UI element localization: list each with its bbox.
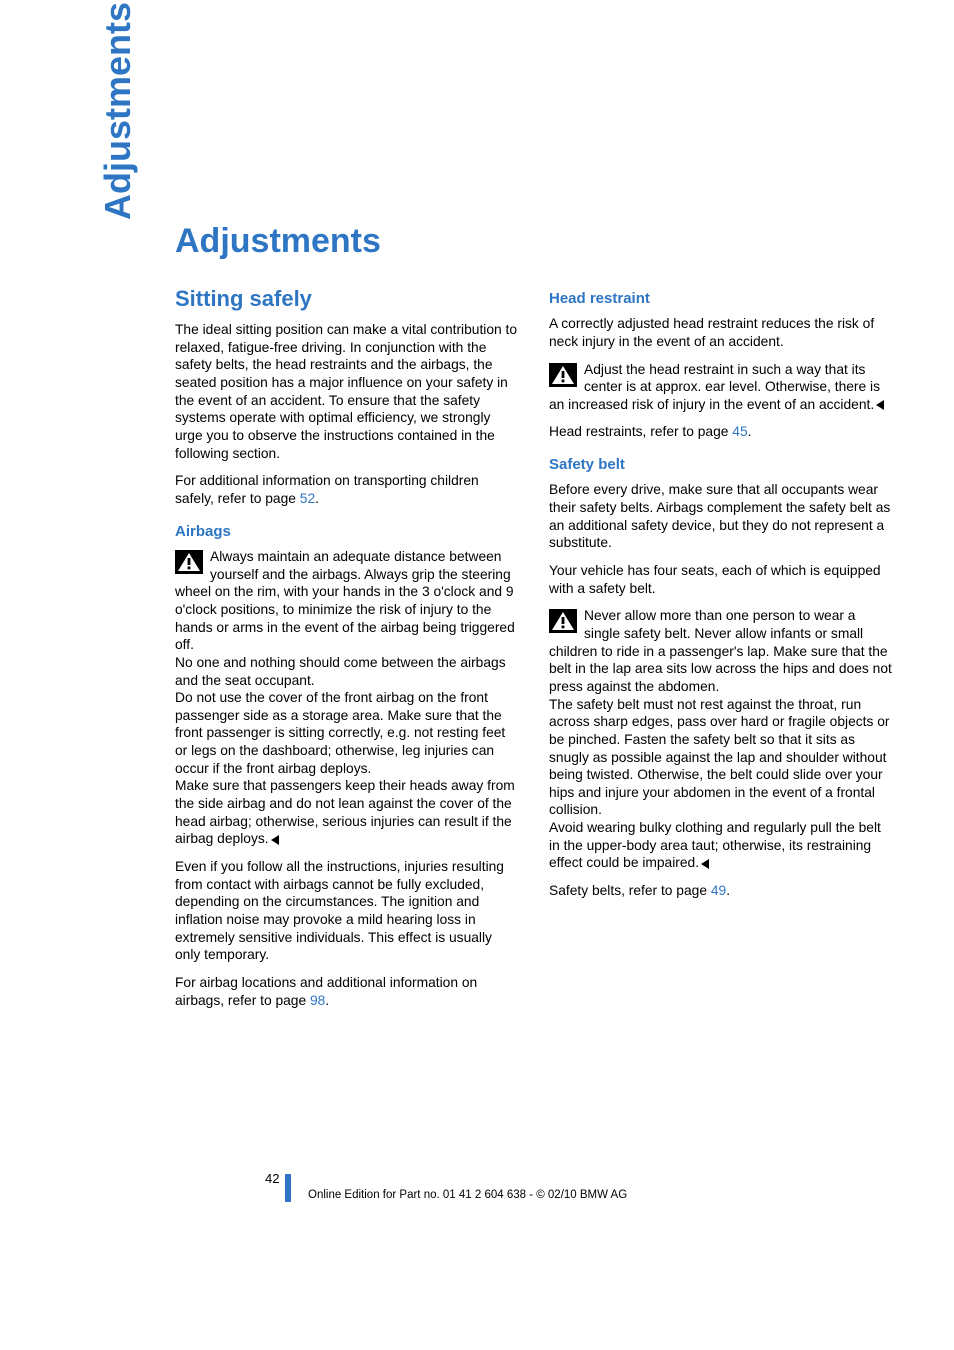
belt-p3a: Safety belts, refer to page — [549, 883, 711, 898]
intro-para-2: For additional information on transporti… — [175, 472, 521, 507]
warning-icon — [549, 363, 577, 392]
warning-icon — [549, 609, 577, 638]
page-title: Adjustments — [175, 222, 381, 261]
left-column: Sitting safely The ideal sitting positio… — [175, 285, 521, 1019]
page-link-98[interactable]: 98 — [310, 993, 325, 1008]
intro2-b: . — [315, 491, 319, 506]
page-number: 42 — [265, 1171, 279, 1186]
footer-text: Online Edition for Part no. 01 41 2 604 … — [308, 1189, 627, 1201]
airbags-p2: Even if you follow all the instructions,… — [175, 858, 521, 964]
airbags-warning: Always maintain an adequate distance bet… — [175, 548, 521, 848]
footer-accent-bar — [285, 1174, 291, 1202]
belt-warning: Never allow more than one person to wear… — [549, 607, 895, 872]
right-column: Head restraint A correctly adjusted head… — [549, 285, 895, 1019]
head-warning: Adjust the head restraint in such a way … — [549, 361, 895, 414]
intro-para: The ideal sitting position can make a vi… — [175, 321, 521, 462]
head-restraint-heading: Head restraint — [549, 289, 895, 308]
head-p1: A correctly adjusted head restraint redu… — [549, 315, 895, 350]
head-p2a: Head restraints, refer to page — [549, 424, 732, 439]
head-warning-text: Adjust the head restraint in such a way … — [549, 362, 880, 412]
airbags-p3: For airbag locations and additional info… — [175, 974, 521, 1009]
belt-p2: Your vehicle has four seats, each of whi… — [549, 562, 895, 597]
intro2-a: For additional information on transporti… — [175, 473, 479, 506]
belt-warning-text: Never allow more than one person to wear… — [549, 608, 892, 870]
page-link-45[interactable]: 45 — [732, 424, 747, 439]
belt-p3b: . — [726, 883, 730, 898]
end-marker-icon — [876, 400, 884, 410]
page-link-52[interactable]: 52 — [300, 491, 315, 506]
head-p2: Head restraints, refer to page 45. — [549, 423, 895, 441]
airbags-p3b: . — [325, 993, 329, 1008]
warning-icon — [175, 550, 203, 579]
safety-belt-heading: Safety belt — [549, 455, 895, 474]
end-marker-icon — [271, 835, 279, 845]
end-marker-icon — [701, 859, 709, 869]
belt-p3: Safety belts, refer to page 49. — [549, 882, 895, 900]
page-link-49[interactable]: 49 — [711, 883, 726, 898]
section-title-sitting: Sitting safely — [175, 285, 521, 313]
airbags-warning-text: Always maintain an adequate distance bet… — [175, 549, 515, 847]
belt-p1: Before every drive, make sure that all o… — [549, 481, 895, 552]
content-area: Sitting safely The ideal sitting positio… — [175, 285, 895, 1019]
head-p2b: . — [748, 424, 752, 439]
airbags-heading: Airbags — [175, 522, 521, 541]
side-tab: Adjustments — [97, 2, 139, 220]
